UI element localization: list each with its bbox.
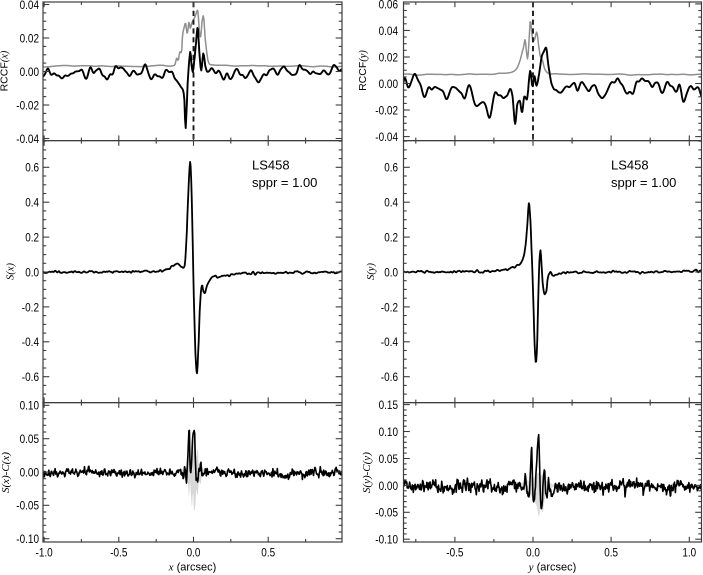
- svg-text:-0.6: -0.6: [381, 370, 398, 384]
- svg-text:0.06: 0.06: [379, 0, 399, 11]
- svg-text:0.0: 0.0: [187, 546, 201, 560]
- svg-text:-0.02: -0.02: [16, 98, 39, 112]
- svg-text:LS458: LS458: [611, 158, 649, 173]
- svg-text:0.00: 0.00: [20, 65, 40, 79]
- svg-text:S(x): S(x): [6, 263, 17, 280]
- svg-text:0.0: 0.0: [384, 265, 398, 279]
- svg-text:x (arcsec): x (arcsec): [168, 562, 217, 574]
- svg-text:0.5: 0.5: [604, 546, 618, 560]
- svg-text:0.6: 0.6: [25, 161, 39, 175]
- svg-text:-0.10: -0.10: [375, 533, 398, 547]
- svg-text:sppr = 1.00: sppr = 1.00: [252, 175, 317, 190]
- svg-text:LS458: LS458: [252, 158, 290, 173]
- svg-text:-0.04: -0.04: [375, 130, 398, 144]
- svg-text:0.05: 0.05: [20, 432, 40, 446]
- svg-text:RCCF(y): RCCF(y): [357, 50, 369, 91]
- svg-text:0.6: 0.6: [384, 161, 398, 175]
- svg-text:-0.2: -0.2: [22, 300, 39, 314]
- svg-text:y (arcsec): y (arcsec): [528, 562, 577, 574]
- svg-text:-0.04: -0.04: [16, 132, 39, 146]
- svg-text:0.00: 0.00: [379, 479, 399, 493]
- svg-text:0.0: 0.0: [25, 265, 39, 279]
- svg-text:0.04: 0.04: [20, 0, 40, 12]
- svg-text:0.10: 0.10: [20, 399, 40, 413]
- svg-text:0.10: 0.10: [379, 425, 399, 439]
- svg-text:-0.5: -0.5: [446, 546, 463, 560]
- svg-text:-0.05: -0.05: [16, 499, 39, 513]
- svg-text:-0.4: -0.4: [22, 335, 39, 349]
- svg-text:-0.4: -0.4: [381, 335, 398, 349]
- svg-text:sppr = 1.00: sppr = 1.00: [611, 175, 676, 190]
- svg-text:-0.5: -0.5: [110, 546, 127, 560]
- svg-text:0.02: 0.02: [379, 50, 399, 64]
- svg-text:0.04: 0.04: [379, 24, 399, 38]
- svg-text:-0.05: -0.05: [375, 506, 398, 520]
- svg-text:0.0: 0.0: [526, 546, 540, 560]
- svg-text:1.0: 1.0: [682, 546, 696, 560]
- svg-text:0.05: 0.05: [379, 452, 399, 466]
- svg-text:-0.02: -0.02: [375, 104, 398, 118]
- svg-text:0.02: 0.02: [20, 31, 40, 45]
- svg-text:RCCF(x): RCCF(x): [0, 50, 10, 91]
- svg-text:0.00: 0.00: [20, 465, 40, 479]
- svg-text:0.2: 0.2: [384, 231, 398, 245]
- svg-text:S(y)-C(y): S(y)-C(y): [361, 452, 373, 493]
- svg-text:-1.0: -1.0: [36, 546, 53, 560]
- svg-text:S(x)-C(x): S(x)-C(x): [0, 452, 12, 493]
- svg-text:-0.6: -0.6: [22, 370, 39, 384]
- svg-text:0.4: 0.4: [384, 196, 398, 210]
- svg-text:S(y): S(y): [366, 263, 377, 280]
- svg-text:0.4: 0.4: [25, 196, 39, 210]
- svg-text:0.15: 0.15: [379, 398, 399, 412]
- svg-text:-0.2: -0.2: [381, 300, 398, 314]
- svg-text:0.00: 0.00: [379, 77, 399, 91]
- svg-text:0.2: 0.2: [25, 231, 39, 245]
- svg-text:-0.10: -0.10: [16, 532, 39, 546]
- svg-text:0.5: 0.5: [261, 546, 275, 560]
